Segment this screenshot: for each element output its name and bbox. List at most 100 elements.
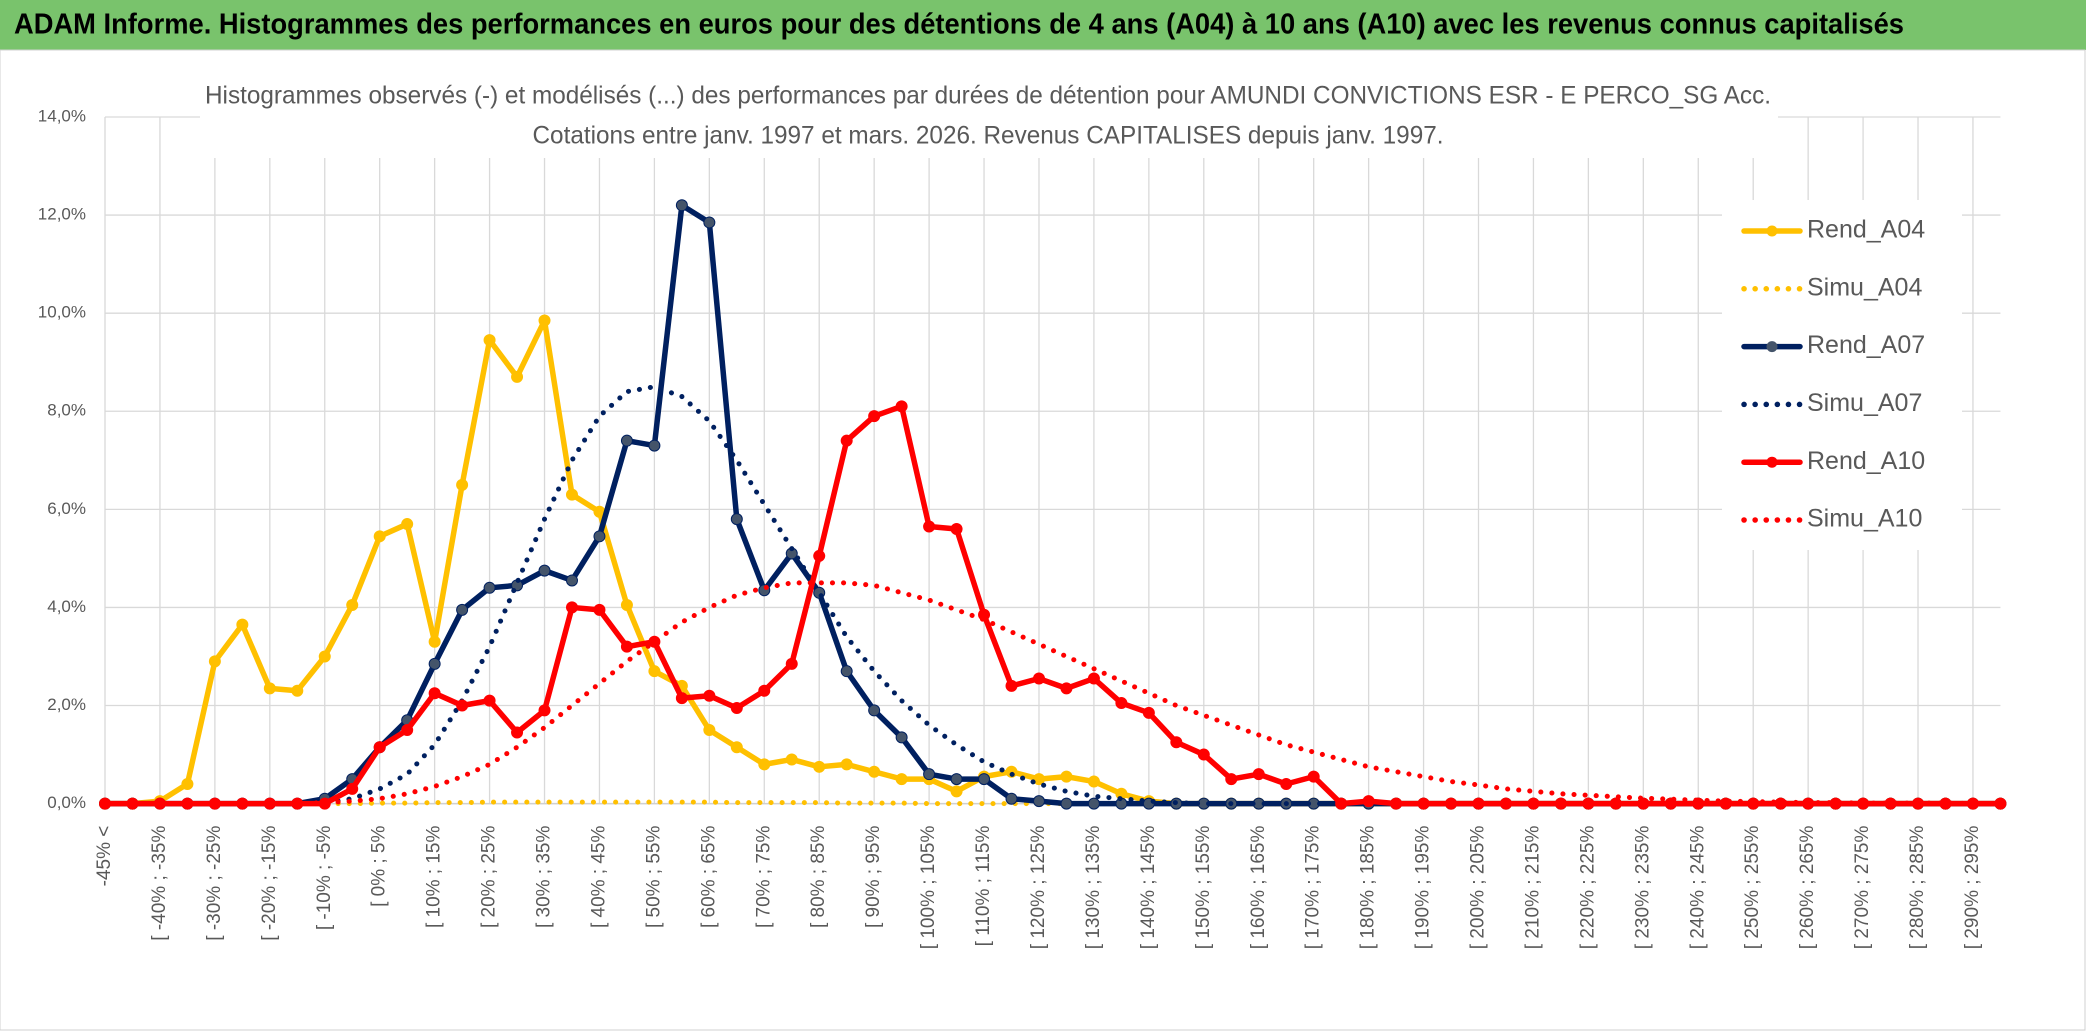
- data-point: [1527, 797, 1540, 810]
- legend-marker: [1766, 341, 1778, 353]
- x-tick-label: [ -20% ; -15%: [259, 825, 280, 940]
- data-point: [1747, 797, 1760, 810]
- y-tick-label: 10,0%: [38, 303, 86, 322]
- data-point: [1417, 797, 1430, 810]
- data-point: [1252, 768, 1265, 781]
- data-point: [318, 650, 331, 663]
- legend-label: Rend_A10: [1807, 447, 1925, 475]
- data-point: [593, 603, 606, 616]
- x-tick-label: [ 140% ; 145%: [1138, 826, 1159, 950]
- x-tick-label: [ 190% ; 195%: [1413, 826, 1434, 950]
- x-tick-label: [ 160% ; 165%: [1248, 826, 1269, 950]
- data-point: [785, 753, 798, 766]
- data-point: [1032, 773, 1045, 786]
- data-point: [456, 603, 469, 616]
- data-point: [620, 640, 633, 653]
- data-point: [1362, 795, 1375, 808]
- data-point: [620, 434, 633, 447]
- data-point: [263, 682, 276, 695]
- x-tick-label: [ 290% ; 295%: [1962, 826, 1983, 950]
- x-tick-label: [ 150% ; 155%: [1193, 826, 1214, 950]
- data-point: [1032, 672, 1045, 685]
- data-point: [703, 689, 716, 702]
- data-point: [483, 581, 496, 594]
- legend-label: Simu_A04: [1807, 273, 1922, 301]
- data-point: [648, 439, 661, 452]
- data-point: [950, 773, 963, 786]
- data-point: [1445, 797, 1458, 810]
- x-tick-label: [ 260% ; 265%: [1797, 826, 1818, 950]
- legend-marker: [1766, 225, 1778, 237]
- data-point: [840, 758, 853, 771]
- data-point: [1060, 770, 1073, 783]
- data-point: [950, 785, 963, 798]
- plot-area: 0,0% 2,0% 4,0% 6,0% 8,0% 10,0% 12,0% 14,0% -45% …: [38, 106, 2007, 950]
- data-point: [1472, 797, 1485, 810]
- x-tick-label: [ -40% ; -35%: [149, 825, 170, 940]
- data-point: [346, 782, 359, 795]
- y-tick-label: 2,0%: [47, 695, 86, 714]
- data-point: [675, 692, 688, 705]
- x-tick-label: [ 40% ; 45%: [588, 825, 609, 928]
- y-tick-label: 4,0%: [47, 597, 86, 616]
- data-point: [511, 726, 524, 739]
- x-tick-label: [ 20% ; 25%: [479, 825, 500, 928]
- x-tick-label: [ 10% ; 15%: [424, 825, 445, 928]
- x-tick-label: [ 60% ; 65%: [698, 825, 719, 928]
- data-point: [978, 773, 991, 786]
- data-point: [1142, 706, 1155, 719]
- x-tick-label: [ -30% ; -25%: [204, 825, 225, 940]
- data-point: [373, 741, 386, 754]
- data-point: [1499, 797, 1512, 810]
- data-point: [675, 199, 688, 212]
- legend-background: [1722, 200, 1962, 550]
- data-point: [1307, 770, 1320, 783]
- header-title: ADAM Informe. Histogrammes des performan…: [14, 9, 1904, 41]
- data-point: [1637, 797, 1650, 810]
- x-tick-label: [ -10% ; -5%: [314, 826, 335, 931]
- data-point: [401, 518, 414, 531]
- x-tick-label: [ 250% ; 255%: [1742, 826, 1763, 950]
- y-tick-label: 14,0%: [38, 106, 86, 125]
- data-point: [620, 598, 633, 611]
- data-point: [840, 665, 853, 678]
- data-point: [703, 216, 716, 229]
- legend-label: Simu_A10: [1807, 505, 1922, 533]
- x-tick-label: [ 30% ; 35%: [534, 825, 555, 928]
- data-point: [758, 758, 771, 771]
- data-point: [1582, 797, 1595, 810]
- data-point: [538, 314, 551, 327]
- chart-title: Histogrammes observés (-) et modélisés (…: [205, 82, 1771, 110]
- data-point: [868, 765, 881, 778]
- data-point: [1225, 773, 1238, 786]
- y-tick-label: 12,0%: [38, 205, 86, 224]
- data-point: [895, 731, 908, 744]
- data-point: [1390, 797, 1403, 810]
- data-point: [1087, 797, 1100, 810]
- data-point: [346, 598, 359, 611]
- data-point: [1115, 697, 1128, 710]
- legend-marker: [1766, 456, 1778, 468]
- x-tick-label: [ 80% ; 85%: [808, 825, 829, 928]
- data-point: [565, 574, 578, 587]
- data-point: [428, 657, 441, 670]
- data-point: [1005, 792, 1018, 805]
- data-point: [1087, 672, 1100, 685]
- data-point: [483, 694, 496, 707]
- data-point: [785, 657, 798, 670]
- data-point: [730, 741, 743, 754]
- data-point: [1060, 682, 1073, 695]
- series-line: [102, 580, 2003, 807]
- data-point: [565, 601, 578, 614]
- data-point: [428, 687, 441, 700]
- x-tick-label: [ 130% ; 135%: [1083, 826, 1104, 950]
- data-point: [730, 701, 743, 714]
- data-point: [895, 400, 908, 413]
- data-point: [813, 549, 826, 562]
- series-line: [102, 403, 2004, 807]
- y-tick-label: 8,0%: [47, 401, 86, 420]
- data-point: [1197, 748, 1210, 761]
- data-point: [511, 370, 524, 383]
- data-point: [758, 684, 771, 697]
